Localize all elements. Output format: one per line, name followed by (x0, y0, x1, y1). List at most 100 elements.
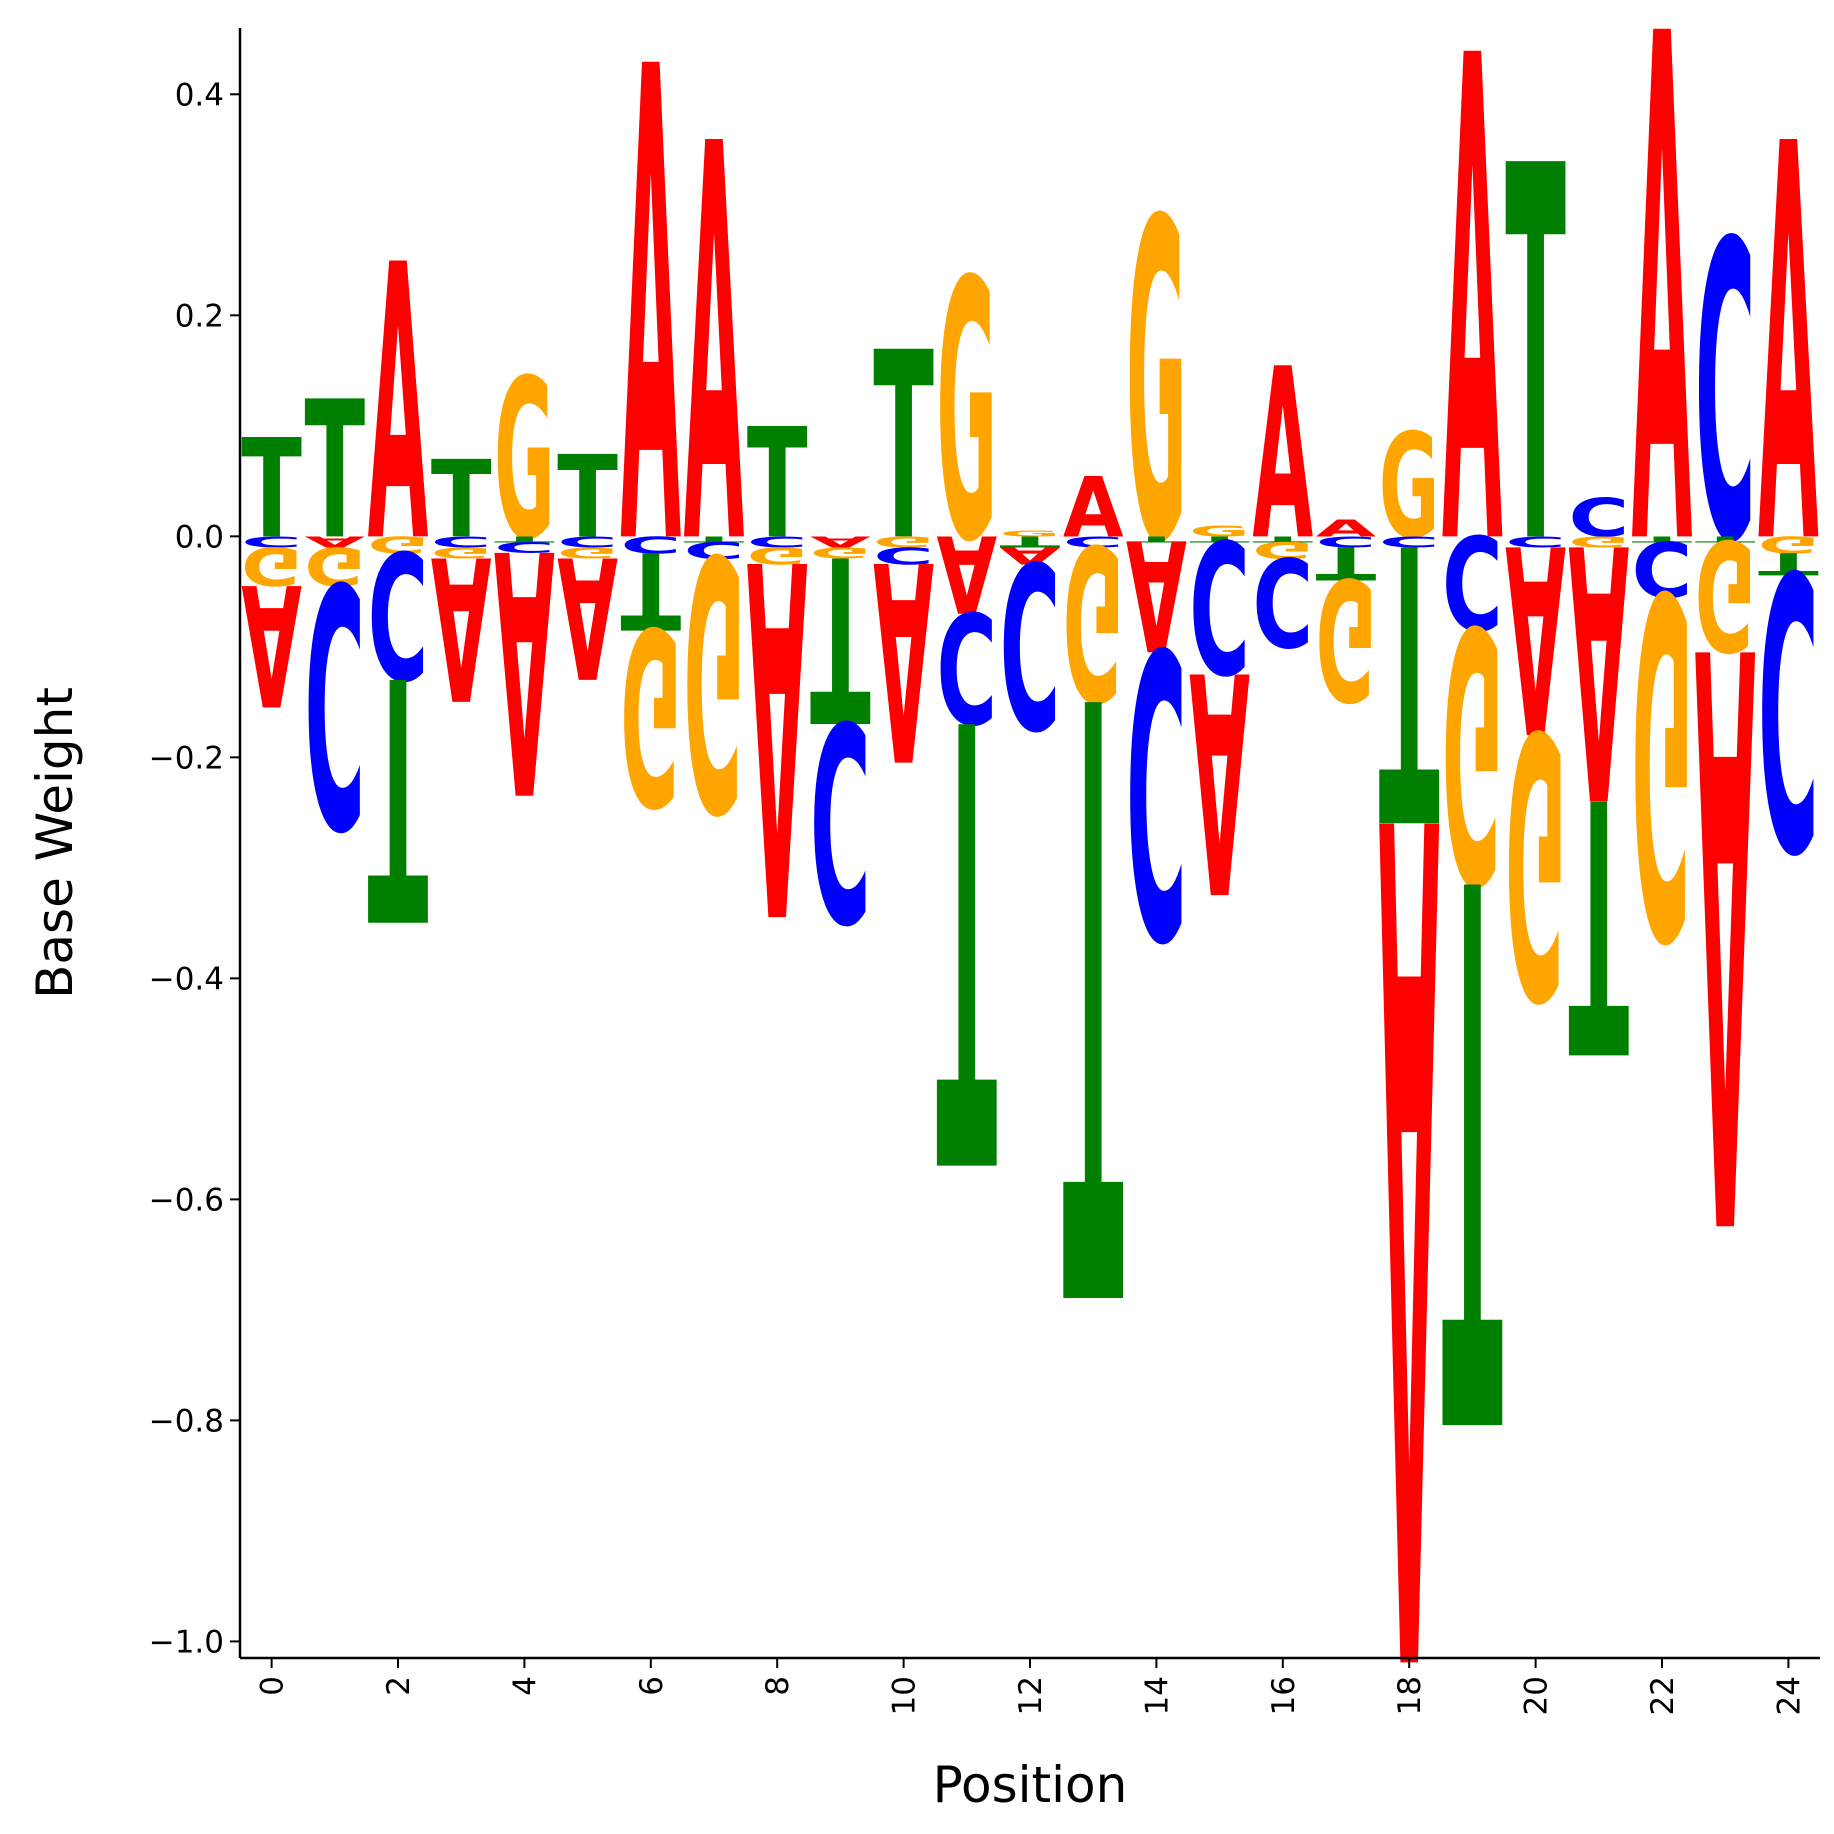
logo-letter-A-pos-16: A (1252, 320, 1313, 592)
logo-letter-G-pos-2: G (368, 531, 429, 558)
logo-letter-C-pos-0: C (241, 533, 302, 551)
logo-letter-T-pos-20: T (1505, 60, 1566, 659)
logo-letter-G-pos-20: G (1505, 649, 1566, 1072)
logo-letter-A-pos-3: A (431, 511, 492, 740)
logo-letter-T-pos-17: T (1316, 536, 1377, 589)
logo-letter-C-pos-16: C (1252, 529, 1313, 669)
logo-letter-G-pos-11: G (936, 207, 997, 621)
logo-letter-C-pos-17: C (1316, 533, 1377, 551)
x-tick-label: 6 (634, 1676, 670, 1696)
logo-letter-T-pos-23: T (1695, 535, 1756, 544)
logo-letter-A-pos-1: A (304, 533, 365, 550)
x-tick-label: 12 (1013, 1676, 1049, 1715)
logo-letter-T-pos-22: T (1632, 535, 1693, 544)
x-tick-label: 24 (1771, 1676, 1807, 1715)
logo-letter-G-pos-6: G (620, 572, 681, 853)
logo-letter-C-pos-11: C (936, 578, 997, 754)
logo-letter-C-pos-15: C (1189, 498, 1250, 709)
logo-letter-C-pos-1: C (304, 506, 365, 893)
logo-letter-G-pos-15: G (1189, 522, 1250, 540)
logo-letter-G-pos-9: G (810, 544, 871, 562)
logo-letter-A-pos-20: A (1505, 487, 1566, 787)
logo-letter-A-pos-9: A (810, 533, 871, 550)
logo-letter-G-pos-16: G (1252, 536, 1313, 563)
logo-letter-G-pos-13: G (1063, 497, 1124, 743)
logo-letter-A-pos-8: A (747, 449, 808, 1013)
logo-letter-G-pos-21: G (1568, 533, 1629, 551)
logo-letter-G-pos-7: G (684, 475, 745, 880)
logo-letter-C-pos-23: C (1695, 157, 1756, 634)
logo-letter-A-pos-7: A (684, 31, 745, 665)
y-tick-label: −1.0 (149, 1624, 224, 1660)
x-tick-label: 16 (1266, 1676, 1302, 1715)
y-tick-label: 0.0 (175, 519, 224, 555)
x-tick-label: 22 (1645, 1676, 1681, 1715)
logo-letter-A-pos-5: A (557, 519, 618, 713)
logo-letter-G-pos-24: G (1758, 531, 1819, 558)
logo-letter-C-pos-13: C (1063, 533, 1124, 551)
logo-letter-T-pos-2: T (368, 601, 429, 988)
logo-letter-T-pos-5: T (557, 432, 618, 564)
logo-letter-C-pos-20: C (1505, 533, 1566, 551)
logo-letter-C-pos-9: C (810, 659, 871, 976)
logo-letter-A-pos-18: A (1379, 551, 1440, 1834)
logo-letter-A-pos-4: A (494, 473, 555, 861)
logo-letter-C-pos-18: C (1379, 533, 1440, 551)
y-tick-label: −0.8 (149, 1403, 224, 1439)
logo-letter-G-pos-18: G (1379, 403, 1440, 570)
logo-letter-C-pos-6: C (620, 531, 681, 557)
logo-letter-A-pos-21: A (1568, 465, 1629, 871)
y-tick-label: −0.4 (149, 961, 224, 997)
logo-letter-A-pos-12: A (1000, 542, 1061, 569)
logo-letter-T-pos-1: T (304, 361, 365, 581)
logo-letter-A-pos-15: A (1189, 602, 1250, 954)
logo-letter-C-pos-3: C (431, 533, 492, 551)
logo-letter-T-pos-19: T (1442, 709, 1503, 1573)
logo-letter-G-pos-23: G (1695, 505, 1756, 682)
logo-letter-A-pos-6: A (620, 0, 681, 691)
logo-letter-C-pos-4: C (494, 538, 555, 556)
logo-letter-G-pos-10: G (873, 533, 934, 551)
logo-letter-A-pos-13: A (1063, 460, 1124, 557)
logo-letter-G-pos-0: G (241, 534, 302, 596)
logo-letter-T-pos-8: T (747, 397, 808, 573)
logo-letter-G-pos-1: G (304, 534, 365, 596)
x-tick-label: 4 (507, 1676, 543, 1696)
logo-letter-C-pos-10: C (873, 542, 934, 568)
logo-letter-C-pos-5: C (557, 533, 618, 551)
logo-letter-G-pos-14: G (1126, 131, 1187, 641)
logo-letter-T-pos-4: T (494, 535, 555, 544)
logo-letter-A-pos-14: A (1126, 505, 1187, 681)
y-tick-label: 0.4 (175, 77, 224, 113)
logo-letter-T-pos-21: T (1568, 719, 1629, 1125)
logo-letter-C-pos-12: C (1000, 509, 1061, 773)
logo-letter-T-pos-16: T (1252, 535, 1313, 544)
logo-letter-T-pos-12: T (1000, 533, 1061, 551)
y-axis-title: Base Weight (26, 687, 84, 999)
logo-letter-G-pos-5: G (557, 544, 618, 562)
logo-letter-T-pos-14: T (1126, 535, 1187, 544)
logo-letter-C-pos-7: C (684, 536, 745, 562)
logo-letter-T-pos-0: T (241, 411, 302, 570)
x-tick-label: 2 (381, 1676, 417, 1696)
logo-letter-T-pos-10: T (873, 298, 934, 597)
logo-letter-A-pos-2: A (368, 186, 429, 626)
logo-letter-G-pos-3: G (431, 544, 492, 562)
logo-letter-T-pos-11: T (936, 580, 997, 1285)
logo-letter-T-pos-6: T (620, 527, 681, 650)
logo-letter-A-pos-24: A (1758, 31, 1819, 665)
logo-letter-T-pos-15: T (1189, 535, 1250, 544)
x-tick-label: 20 (1519, 1676, 1555, 1715)
logo-letter-G-pos-4: G (494, 333, 555, 589)
logo-letter-T-pos-9: T (810, 504, 871, 769)
logo-letter-C-pos-8: C (747, 533, 808, 551)
logo-letter-T-pos-13: T (1063, 508, 1124, 1460)
x-axis-title: Position (933, 1756, 1128, 1814)
x-tick-label: 14 (1139, 1676, 1175, 1715)
x-tick-label: 18 (1392, 1676, 1428, 1715)
logo-letter-T-pos-3: T (431, 439, 492, 562)
x-tick-label: 8 (760, 1676, 796, 1696)
logo-letter-A-pos-11: A (936, 511, 997, 635)
